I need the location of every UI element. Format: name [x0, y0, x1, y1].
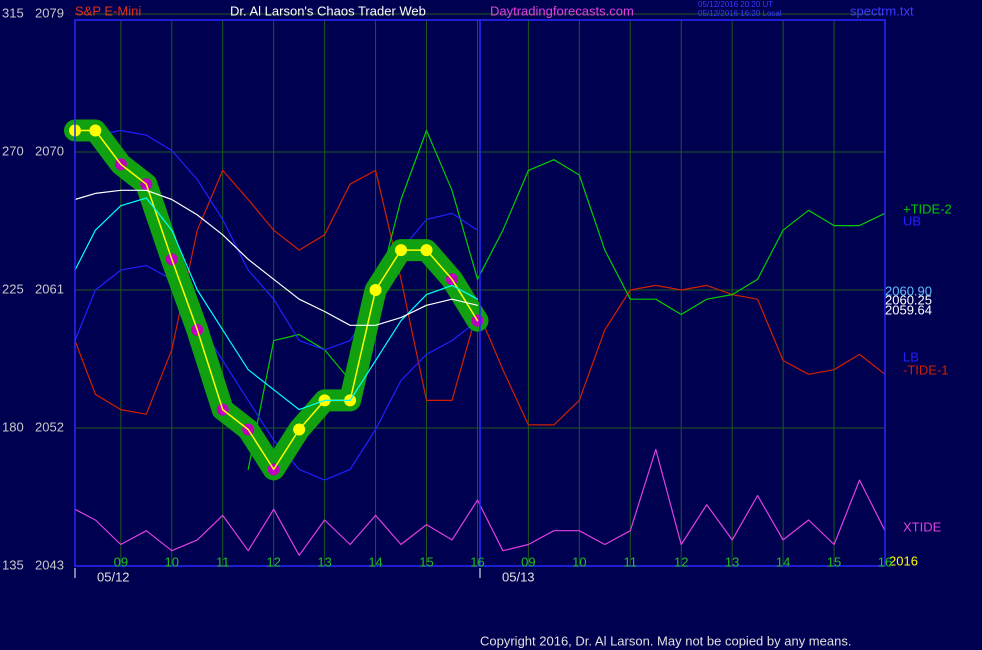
- series-line: [74, 448, 886, 556]
- y-tick-label: 2061: [35, 281, 64, 296]
- x-tick-label: 10: [165, 554, 179, 569]
- timestamp: 05/12/2016 20:20 UT: [698, 0, 773, 9]
- series-line: [74, 197, 479, 411]
- y2-tick-label: 315: [2, 5, 24, 20]
- x-tick-label: 09: [521, 554, 535, 569]
- y2-tick-label: 225: [2, 281, 24, 296]
- price-line: [74, 129, 479, 471]
- series-line: [74, 189, 479, 326]
- date-label: 05/12: [97, 569, 130, 584]
- x-tick-label: 09: [114, 554, 128, 569]
- end-value-label: 2060.90: [885, 283, 932, 298]
- x-tick-label: 15: [419, 554, 433, 569]
- y-tick-label: 2070: [35, 143, 64, 158]
- instrument: S&P E-Mini: [75, 3, 141, 18]
- timestamp: 05/12/2016 16:20 Local: [698, 9, 782, 18]
- y-tick-label: 2052: [35, 419, 64, 434]
- y2-tick-label: 180: [2, 419, 24, 434]
- x-tick-label: 14: [776, 554, 790, 569]
- x-tick-label: 16: [470, 554, 484, 569]
- x-tick-label: 16: [878, 554, 892, 569]
- year-label: 2016: [889, 553, 918, 568]
- y-tick-label: 2043: [35, 557, 64, 572]
- legend-label: LB: [903, 349, 919, 364]
- legend-label: UB: [903, 213, 921, 228]
- chart-title: Dr. Al Larson's Chaos Trader Web: [230, 3, 426, 18]
- y2-tick-label: 270: [2, 143, 24, 158]
- x-tick-label: 13: [725, 554, 739, 569]
- x-tick-label: 11: [216, 554, 230, 569]
- x-tick-label: 13: [317, 554, 331, 569]
- copyright: Copyright 2016, Dr. Al Larson. May not b…: [480, 633, 851, 648]
- file-name: spectrm.txt: [850, 3, 914, 18]
- y2-tick-label: 135: [2, 557, 24, 572]
- x-tick-label: 12: [674, 554, 688, 569]
- website: Daytradingforecasts.com: [490, 3, 634, 18]
- end-value-label: 2060.25: [885, 292, 932, 307]
- plot-area: [64, 13, 886, 567]
- x-tick-label: 15: [827, 554, 841, 569]
- x-tick-label: 12: [266, 554, 280, 569]
- legend-label: -TIDE-1: [903, 362, 949, 377]
- x-tick-label: 11: [624, 554, 638, 569]
- legend-label: +TIDE-2: [903, 201, 952, 216]
- x-tick-label: 14: [368, 554, 382, 569]
- series-line: [74, 264, 479, 481]
- end-value-label: 2059.64: [885, 302, 932, 317]
- legend-label: XTIDE: [903, 519, 942, 534]
- date-label: 05/13: [502, 569, 535, 584]
- x-tick-label: 10: [572, 554, 586, 569]
- y-tick-label: 2079: [35, 5, 64, 20]
